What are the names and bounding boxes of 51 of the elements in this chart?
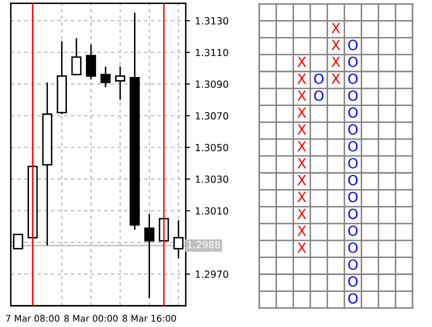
y-tick-label: 1.3130 <box>196 17 228 25</box>
text: X <box>332 56 340 67</box>
text: X <box>297 56 306 67</box>
candlestick <box>144 213 154 299</box>
text: O <box>348 208 358 220</box>
y-tick-label: 1.3110 <box>196 48 228 56</box>
text: X <box>297 158 306 168</box>
x-tick-label: 7 Mar 08:00 <box>6 314 60 322</box>
text: X <box>297 124 306 134</box>
text: O <box>348 107 358 118</box>
text: X <box>297 242 306 253</box>
text: O <box>314 73 324 84</box>
candlestick <box>100 66 111 88</box>
text: O <box>348 174 358 186</box>
text: O <box>348 141 358 152</box>
text: O <box>314 90 324 101</box>
text: O <box>348 276 358 287</box>
text: X <box>332 74 340 84</box>
text: O <box>348 226 358 236</box>
text: O <box>348 73 358 84</box>
text: X <box>297 175 306 186</box>
text: X <box>297 192 306 202</box>
text: O <box>348 90 358 101</box>
candlestick <box>86 44 96 80</box>
text: O <box>348 192 358 202</box>
text: O <box>348 242 358 253</box>
text: X <box>297 90 306 101</box>
x-tick-label: 8 Mar 16:00 <box>122 314 176 322</box>
text: X <box>332 22 340 34</box>
text: O <box>348 259 358 270</box>
text: O <box>348 56 358 68</box>
text: O <box>348 40 358 50</box>
y-tick-label: 1.3010 <box>196 207 228 215</box>
text: X <box>297 74 306 84</box>
y-tick-label: 1.2970 <box>196 270 228 278</box>
x-tick-label: 8 Mar 00:00 <box>64 314 118 322</box>
text: X <box>297 107 306 118</box>
text: O <box>348 293 358 304</box>
text: X <box>297 226 306 236</box>
ref-line-label: 1.2988 <box>188 241 220 248</box>
candlestick <box>71 37 82 76</box>
y-tick-label: 1.3090 <box>196 80 228 88</box>
text: X <box>332 40 340 50</box>
candlestick <box>115 66 126 101</box>
y-tick-label: 1.3030 <box>196 176 228 183</box>
y-tick-label: 1.3050 <box>196 144 228 152</box>
text: O <box>348 158 358 168</box>
text: X <box>297 141 306 152</box>
y-tick-label: 1.3070 <box>196 112 228 120</box>
text: O <box>348 124 358 135</box>
text: X <box>297 208 306 219</box>
